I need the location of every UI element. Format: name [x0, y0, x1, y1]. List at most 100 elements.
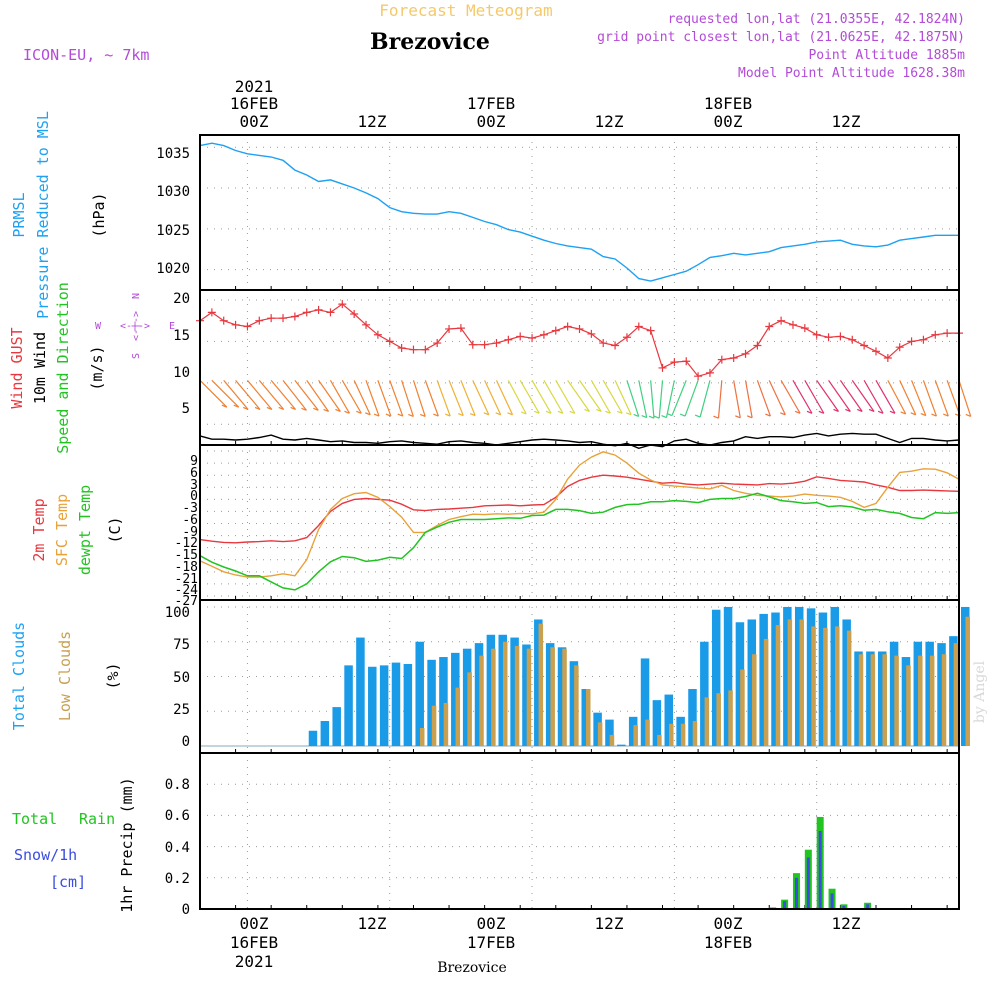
snow-bar [818, 831, 822, 909]
snow-bar [842, 905, 846, 909]
pressure-tick: 1025 [156, 223, 190, 239]
wind-barb [258, 379, 285, 410]
gust-marker [622, 333, 631, 342]
wind-barb-head [569, 410, 576, 414]
wind-barb [958, 380, 972, 417]
gust-marker [741, 349, 750, 358]
wind-barb [804, 380, 825, 414]
gust-marker [279, 314, 288, 323]
gust-marker [753, 341, 762, 350]
total-cloud-bar [711, 609, 721, 747]
low-cloud-bar [526, 648, 532, 747]
wind-barb-head [641, 414, 647, 419]
wind-barb [507, 380, 527, 415]
gust-marker [599, 339, 608, 348]
total-cloud-bar [593, 712, 602, 747]
gust-marker [207, 308, 216, 317]
top-time-axis: 2021 16FEB 17FEB 18FEB 00Z 12Z 00Z 12Z 0… [230, 77, 861, 131]
point-altitude: Point Altitude 1885m [808, 48, 965, 63]
pressure-panel-frame [199, 134, 960, 291]
compass-ew-arrows: <-|-> [120, 321, 150, 332]
precip-panel-frame [199, 752, 960, 910]
wind-barb [946, 380, 961, 417]
place-title: Brezovice [370, 29, 490, 55]
top-date-label: 18FEB [704, 94, 752, 113]
wind-barb-head [856, 408, 863, 413]
total-cloud-bar [332, 707, 341, 747]
top-date-label: 17FEB [467, 94, 515, 113]
gust-marker [433, 339, 442, 348]
low-cloud-bar [645, 719, 650, 747]
low-cloud-bar [918, 655, 923, 747]
wind-barb [270, 379, 297, 410]
total-cloud-bar [901, 657, 911, 747]
precip-rain-label: Rain [79, 810, 115, 828]
gust-marker [539, 330, 548, 339]
total-cloud-bar [854, 651, 863, 747]
total-cloud-bar [866, 651, 875, 747]
wind-barb-head [746, 415, 753, 419]
gust-marker [860, 341, 869, 350]
low-cloud-bar [894, 655, 899, 747]
low-cloud-bar [823, 627, 828, 747]
top-hour-label: 00Z [714, 112, 743, 131]
low-cloud-bar [799, 619, 804, 747]
wind-barb-head [920, 413, 927, 417]
low-cloud-bar [538, 623, 544, 747]
low-cloud-bar [716, 693, 721, 747]
bottom-hour-label: 12Z [595, 914, 624, 933]
precip-tick: 0.6 [165, 808, 190, 824]
low-cloud-bar [752, 654, 757, 747]
wind-barb [851, 380, 875, 412]
low-cloud-bar [882, 654, 887, 747]
snow-bar [830, 893, 834, 909]
low-cloud-bar [597, 722, 603, 747]
top-hour-label: 12Z [832, 112, 861, 131]
total-cloud-bar [783, 606, 792, 747]
gust-marker [694, 372, 703, 381]
wind-barb-head [679, 413, 686, 417]
wind-barb [839, 380, 863, 412]
low-cloud-label: Low Clouds [56, 631, 74, 721]
sfc-temp-line [199, 451, 960, 578]
wind-barb [555, 380, 576, 414]
panel-frames [199, 134, 960, 910]
gust-marker [326, 308, 335, 317]
wind-barb-head [818, 410, 825, 414]
temp-tick: -27 [175, 594, 198, 609]
gust-marker [717, 355, 726, 364]
temp-yticks: 9 6 3 0 -3 -6 -9 -12 -15 -18 -21 -24 -27 [175, 454, 199, 609]
gust-marker [943, 329, 952, 338]
low-cloud-bar [479, 655, 484, 747]
wind-barb-head [545, 410, 552, 414]
pressure-yticks: 1035 1030 1025 1020 [156, 146, 190, 277]
wind-barb [684, 380, 699, 417]
wind-barb [211, 379, 240, 408]
total-cloud-bar [605, 719, 614, 747]
total-cloud-bar [545, 643, 555, 747]
pressure-unit: (hPa) [90, 192, 108, 237]
low-cloud-bar [491, 648, 496, 747]
total-cloud-bar [652, 700, 662, 747]
wind-barb [899, 380, 917, 416]
total-cloud-bar [368, 666, 377, 747]
compass-arrows: <-|-> [131, 311, 142, 341]
total-cloud-bar [771, 612, 780, 747]
footer-place: Brezovice [437, 960, 507, 976]
temp-tick: -9 [182, 525, 198, 540]
total-cloud-bar [723, 606, 733, 747]
wind-barb [614, 380, 632, 416]
wind-barb-head [221, 404, 228, 408]
wind-barb [484, 380, 502, 416]
total-cloud-bar [391, 662, 401, 747]
wind-barb-head [557, 410, 564, 414]
gust-marker [883, 353, 892, 362]
gust-marker [611, 341, 620, 350]
total-cloud-bar [356, 637, 365, 747]
gust-marker [836, 332, 845, 341]
wind-barb-head [661, 414, 667, 419]
gust-marker [456, 324, 465, 333]
precip-tick: 0.2 [165, 871, 190, 887]
wind-barb-head [910, 412, 916, 416]
low-cloud-bar [787, 619, 793, 747]
